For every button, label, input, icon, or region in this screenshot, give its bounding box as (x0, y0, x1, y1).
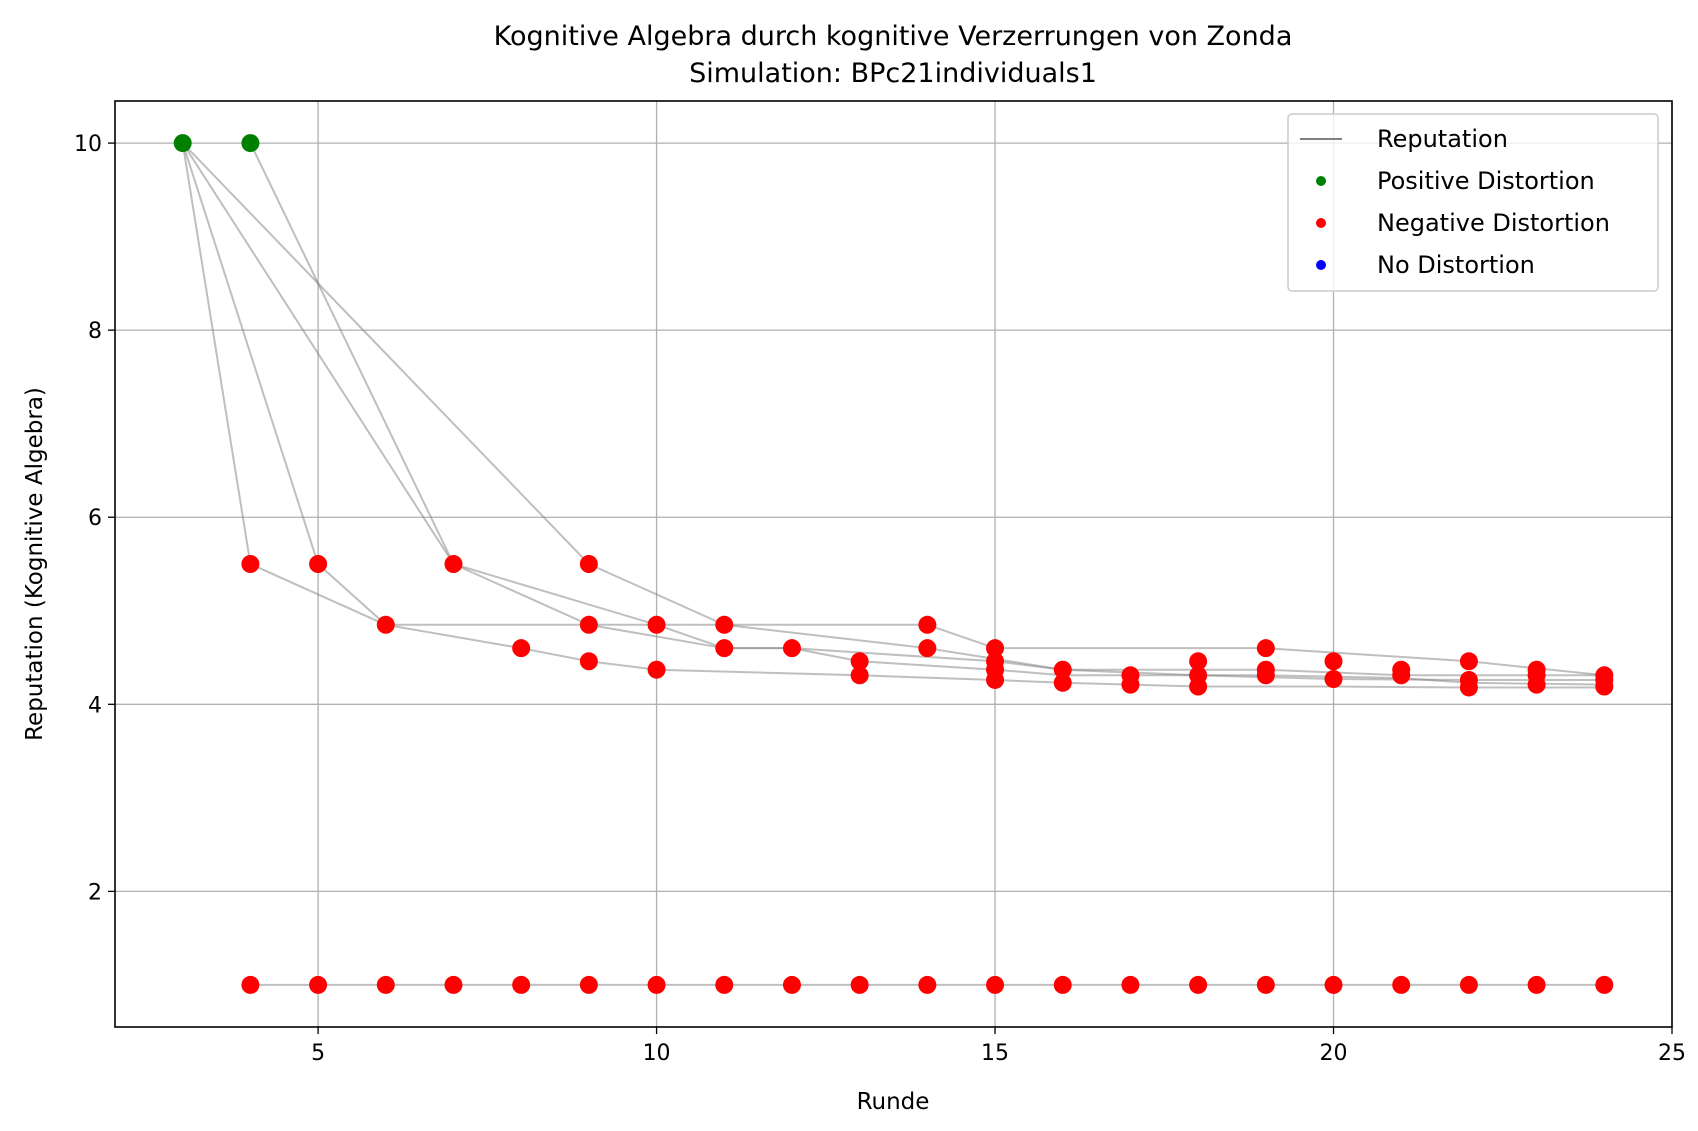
negative-distortion-point (1459, 652, 1478, 671)
negative-distortion-point (1053, 660, 1072, 679)
negative-distortion-point (1256, 975, 1275, 994)
negative-distortion-point (1189, 677, 1208, 696)
negative-distortion-point (241, 555, 260, 573)
negative-distortion-point (986, 670, 1005, 689)
negative-distortion-point (1256, 639, 1275, 658)
reputation-line (181, 142, 1605, 689)
negative-distortion-point (647, 660, 666, 679)
negative-distortion-point (444, 555, 463, 573)
x-axis-label: Runde (857, 1089, 930, 1115)
negative-distortion-point (1324, 652, 1343, 671)
legend-label: Reputation (1377, 125, 1508, 153)
negative-distortion-point (1053, 673, 1072, 692)
plot-frame (114, 100, 1673, 1028)
negative-distortion-point (986, 975, 1005, 994)
negative-distortion-point (647, 975, 666, 994)
negative-distortion-point (1459, 678, 1478, 697)
negative-distortion-point (782, 639, 801, 658)
legend-box (1287, 113, 1659, 292)
negative-distortion-point (715, 975, 734, 994)
legend-marker-swatch (1316, 176, 1326, 186)
negative-distortion-point (1189, 975, 1208, 994)
negative-distortion-point (1189, 652, 1208, 671)
negative-distortion-point (850, 652, 869, 671)
chart-subtitle: Simulation: BPc21individuals1 (689, 58, 1097, 89)
reputation-line (181, 142, 1605, 686)
reputation-line (249, 142, 1605, 677)
legend-marker-swatch (1316, 218, 1326, 228)
negative-distortion-point (715, 639, 734, 658)
data-points (173, 134, 1614, 994)
negative-distortion-point (918, 975, 937, 994)
y-tick-label: 8 (88, 319, 102, 344)
positive-distortion-point (241, 134, 260, 153)
negative-distortion-point (850, 975, 869, 994)
legend-label: Negative Distortion (1377, 209, 1610, 237)
negative-distortion-point (1324, 670, 1343, 689)
negative-distortion-point (376, 975, 395, 994)
negative-distortion-point (1392, 666, 1411, 685)
legend-marker-swatch (1316, 260, 1326, 270)
negative-distortion-point (579, 615, 598, 634)
negative-distortion-point (1527, 975, 1546, 994)
negative-distortion-point (782, 975, 801, 994)
negative-distortion-point (647, 615, 666, 634)
negative-distortion-point (1392, 975, 1411, 994)
x-tick-label: 10 (643, 1041, 671, 1066)
negative-distortion-point (444, 975, 463, 994)
negative-distortion-point (512, 639, 531, 658)
negative-distortion-point (715, 615, 734, 634)
negative-distortion-point (1256, 666, 1275, 685)
negative-distortion-point (512, 975, 531, 994)
negative-distortion-point (579, 652, 598, 671)
negative-distortion-point (1324, 975, 1343, 994)
negative-distortion-point (376, 615, 395, 634)
negative-distortion-point (1595, 975, 1614, 994)
y-tick-label: 6 (88, 506, 102, 531)
x-tick-label: 20 (1320, 1041, 1348, 1066)
negative-distortion-point (579, 555, 598, 573)
negative-distortion-point (1121, 675, 1140, 694)
negative-distortion-point (309, 555, 328, 573)
negative-distortion-point (579, 975, 598, 994)
negative-distortion-point (1121, 975, 1140, 994)
negative-distortion-point (918, 639, 937, 658)
y-axis-label: Reputation (Kognitive Algebra) (22, 387, 48, 741)
x-tick-label: 25 (1658, 1041, 1686, 1066)
negative-distortion-point (850, 666, 869, 685)
negative-distortion-point (918, 615, 937, 634)
negative-distortion-point (241, 975, 260, 994)
negative-distortion-point (986, 639, 1005, 658)
chart-title: Kognitive Algebra durch kognitive Verzer… (494, 21, 1293, 52)
x-tick-label: 15 (981, 1041, 1009, 1066)
negative-distortion-point (309, 975, 328, 994)
negative-distortion-point (1595, 677, 1614, 696)
positive-distortion-point (173, 134, 192, 153)
legend-label: No Distortion (1377, 251, 1535, 279)
y-tick-label: 4 (88, 693, 102, 718)
negative-distortion-point (1527, 675, 1546, 694)
y-tick-label: 10 (74, 132, 102, 157)
y-tick-label: 2 (88, 880, 102, 905)
legend: Reputation Positive Distortion Negative Di… (1287, 113, 1659, 292)
negative-distortion-point (1053, 975, 1072, 994)
legend-label: Positive Distortion (1377, 167, 1595, 195)
x-tick-label: 5 (311, 1041, 325, 1066)
axes: 5 10 15 20 25 2 4 6 8 10 (74, 132, 1686, 1066)
negative-distortion-point (1459, 975, 1478, 994)
